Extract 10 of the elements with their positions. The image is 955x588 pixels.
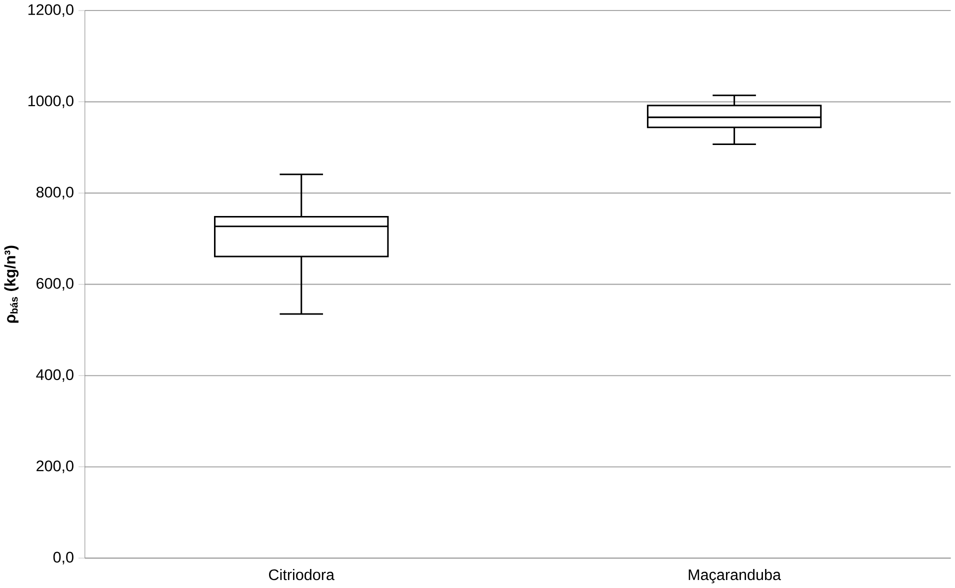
y-tick-label: 1200,0	[28, 4, 74, 18]
y-tick-label: 600,0	[36, 278, 74, 291]
y-tick-label: 800,0	[36, 187, 74, 200]
y-tick-label: 1000,0	[28, 96, 74, 108]
y-axis-title: ρ$_{bás}$ (kg/n³)	[4, 246, 19, 323]
y-tick-label: 400,0	[36, 370, 74, 382]
x-tick-label: Maçaranduba	[688, 569, 781, 584]
y-tick-label: 200,0	[36, 460, 74, 474]
x-tick-label: Citriodora	[269, 569, 334, 580]
y-tick-label: 0,0	[53, 552, 74, 565]
